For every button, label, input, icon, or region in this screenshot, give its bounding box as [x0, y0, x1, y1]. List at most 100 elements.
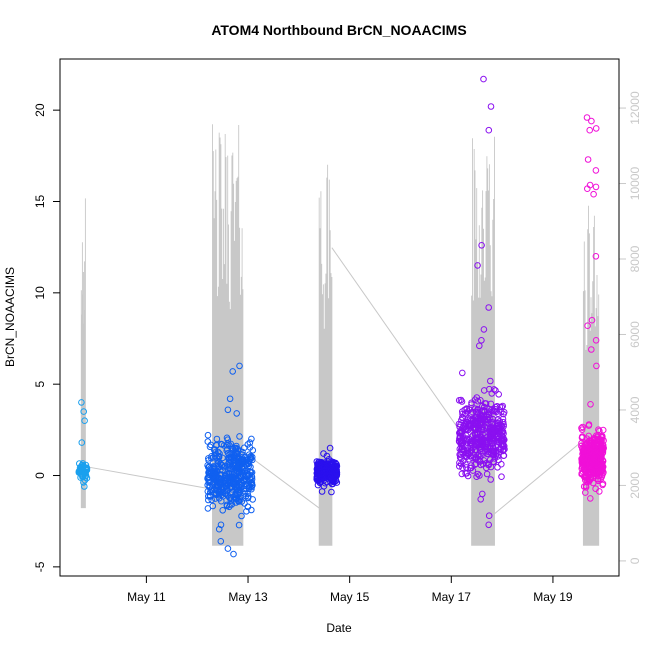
data-point — [498, 408, 505, 416]
data-point — [210, 469, 218, 476]
data-point — [583, 114, 591, 121]
data-point — [205, 496, 212, 504]
data-point — [241, 500, 248, 507]
data-point — [226, 494, 233, 501]
data-point — [588, 453, 596, 461]
data-point — [463, 453, 471, 460]
data-point — [464, 408, 472, 415]
data-point — [217, 538, 225, 545]
data-point — [489, 408, 496, 415]
data-point — [592, 183, 600, 191]
y2-tick-label: 2000 — [628, 472, 642, 499]
data-point — [326, 444, 334, 452]
data-point — [466, 436, 473, 443]
data-point — [313, 470, 321, 477]
data-point — [218, 462, 225, 469]
data-point — [596, 488, 603, 495]
data-point — [244, 494, 252, 502]
data-point — [464, 451, 472, 459]
data-point — [456, 435, 463, 443]
data-point — [585, 421, 593, 428]
data-point — [592, 337, 600, 344]
data-point — [480, 75, 487, 83]
data-point — [233, 453, 241, 461]
data-point — [246, 439, 254, 446]
data-point — [320, 464, 328, 472]
data-point — [580, 465, 588, 473]
data-point — [498, 460, 505, 468]
data-point — [460, 446, 467, 454]
data-point — [456, 454, 464, 461]
y-tick-label: -5 — [33, 561, 47, 572]
data-point — [320, 450, 327, 457]
data-point — [316, 476, 324, 483]
y-tick-label: 15 — [33, 195, 47, 209]
data-point — [487, 400, 495, 408]
data-point — [77, 468, 85, 476]
data-point — [485, 521, 493, 529]
data-point — [459, 414, 466, 421]
data-point — [476, 453, 484, 460]
data-point — [206, 493, 214, 500]
series-may-10-flight — [75, 399, 91, 490]
data-point — [494, 423, 501, 430]
data-point — [593, 362, 600, 370]
data-point — [584, 322, 591, 330]
data-point — [477, 496, 485, 503]
data-point — [213, 441, 220, 449]
data-points-group — [75, 75, 608, 558]
x-tick-label: May 13 — [228, 590, 268, 604]
data-point — [227, 495, 234, 502]
y2-tick-label: 12000 — [628, 91, 642, 125]
data-point — [494, 464, 501, 471]
altitude-transit-line — [331, 247, 473, 448]
data-point — [204, 505, 212, 512]
data-point — [472, 438, 480, 446]
y2-tick-label: 4000 — [628, 396, 642, 423]
data-point — [239, 448, 246, 456]
data-point — [476, 420, 484, 428]
data-point — [473, 418, 481, 426]
data-point — [213, 454, 221, 462]
data-point — [215, 452, 223, 460]
data-point — [501, 445, 508, 453]
data-point — [330, 476, 337, 483]
data-point — [224, 406, 232, 414]
data-point — [456, 445, 464, 453]
data-point — [599, 426, 607, 434]
data-point — [215, 479, 222, 487]
axes-group: May 11 May 13 May 15 May 17 May 19 -5 0 5 10 15 20… — [33, 91, 642, 604]
data-point — [322, 473, 330, 481]
data-point — [588, 117, 595, 125]
data-point — [236, 362, 243, 370]
data-point — [587, 443, 595, 451]
data-point — [597, 448, 604, 455]
data-point — [590, 190, 597, 198]
data-point — [586, 460, 594, 467]
data-point — [248, 435, 255, 443]
y-axis-label: BrCN_NOAACIMS — [3, 267, 17, 367]
data-point — [207, 486, 215, 494]
data-point — [492, 403, 500, 411]
data-point — [491, 455, 499, 462]
data-point — [472, 446, 479, 453]
data-point — [219, 493, 227, 500]
data-point — [218, 461, 226, 469]
series-may-19-20-flight — [578, 114, 608, 502]
data-point — [600, 469, 607, 476]
y-tick-label: 5 — [33, 381, 47, 388]
data-point — [213, 481, 221, 488]
data-point — [235, 496, 242, 504]
y-tick-label: 10 — [33, 286, 47, 300]
y2-tick-label: 10000 — [628, 167, 642, 201]
data-point — [480, 326, 488, 333]
plot-frame — [59, 58, 620, 577]
data-point — [588, 316, 596, 324]
data-point — [592, 125, 600, 132]
data-point — [581, 474, 589, 481]
data-point — [204, 431, 212, 439]
data-point — [320, 482, 328, 490]
x-tick-label: May 19 — [533, 590, 573, 604]
data-point — [456, 463, 463, 470]
